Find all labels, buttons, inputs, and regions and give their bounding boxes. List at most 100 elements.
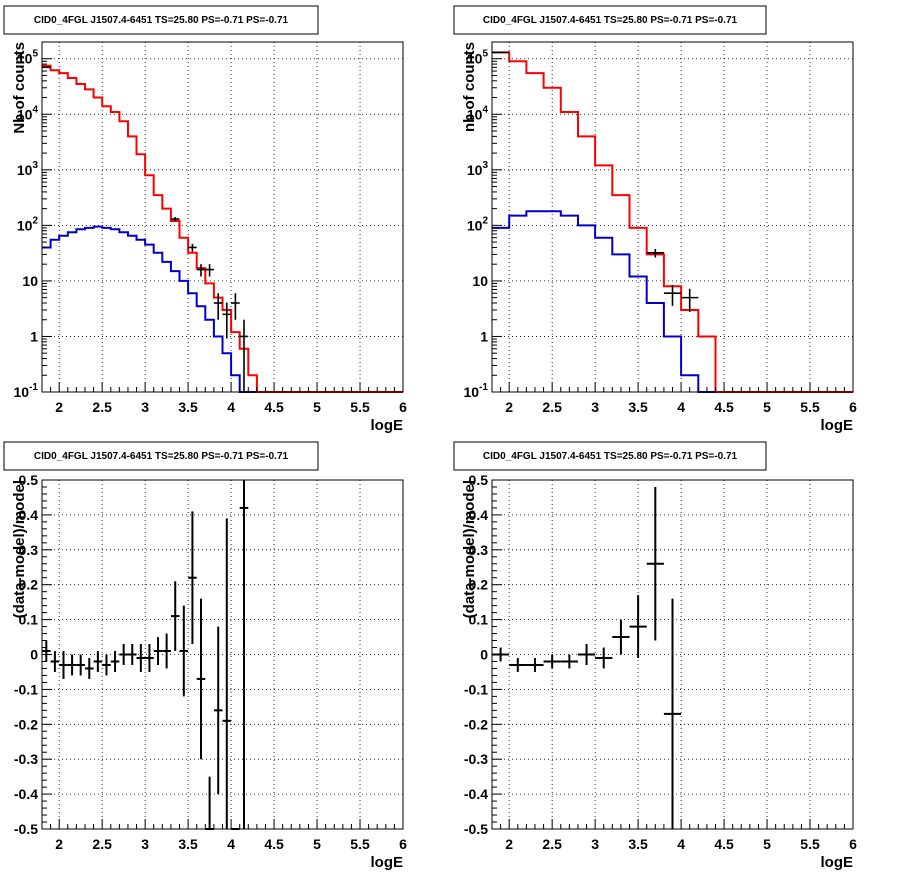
y-tick-label: -0.1 [464,681,488,697]
y-tick-label: -0.2 [464,716,488,732]
x-tick-label: 4.5 [714,836,734,852]
y-tick-mantissa: 1 [30,328,38,344]
x-tick-label: 5.5 [800,399,820,415]
data-point [188,243,197,252]
y-tick-label: 0.5 [469,472,489,488]
y-tick-marks [42,41,52,393]
y-axis-title: (data-model)/model [461,480,478,618]
data-point [170,217,180,222]
y-tick-marks [42,479,52,830]
y-tick-label: 0.1 [469,612,489,628]
title-box [3,5,319,35]
chart-title: CID0_4FGL J1507.4-6451 TS=25.80 PS=-0.71… [483,451,738,462]
x-tick-label: 4.5 [264,836,284,852]
y-tick-mantissa: 10 [467,162,483,178]
chart-panel-3: CID0_4FGL J1507.4-6451 TS=25.80 PS=-0.71… [3,441,407,871]
y-tick-exponent: 2 [32,215,38,226]
y-tick-label: 103 [467,160,489,178]
y-tick-mantissa: 10 [17,106,33,122]
grid [492,42,853,392]
data-point [646,248,664,258]
y-tick-exponent: 4 [482,104,488,115]
residual-point [526,657,544,672]
residual-point [93,651,103,672]
y-tick-label: -0.3 [464,751,488,767]
y-tick-label: 10-1 [14,382,39,400]
y-tick-mantissa: 10 [472,273,488,289]
x-tick-label: 3 [141,836,149,852]
residual-point [153,637,163,665]
x-tick-label: 2 [505,836,513,852]
x-tick-label: 3.5 [178,399,198,415]
data-point [663,284,682,306]
residual-point [196,598,206,760]
residual-point [136,644,146,672]
y-tick-mantissa: 10 [22,273,38,289]
residual-point [84,657,94,679]
y-tick-label: 105 [467,49,489,67]
y-tick-label: 105 [17,49,39,67]
residual-point [239,480,249,829]
x-tick-label: 3 [591,836,599,852]
chart-title: CID0_4FGL J1507.4-6451 TS=25.80 PS=-0.71… [34,451,289,462]
x-tick-label: 3 [591,399,599,415]
x-tick-label: 6 [399,399,407,415]
y-tick-exponent: 5 [482,49,488,60]
data-point [205,264,214,277]
y-tick-label: 0.1 [19,612,39,628]
residual-point [577,644,596,665]
x-tick-label: 4 [227,836,235,852]
y-tick-mantissa: 1 [480,328,488,344]
chart-panel-4: CID0_4FGL J1507.4-6451 TS=25.80 PS=-0.71… [453,441,857,871]
residual-point [213,626,223,795]
y-tick-label: 102 [467,215,489,233]
y-tick-mantissa: 10 [17,217,33,233]
y-tick-label: 0.4 [19,507,39,523]
residual-point [145,644,154,672]
residual-point [179,605,189,697]
y-tick-label: 0.2 [19,577,39,593]
residual-point [595,647,613,669]
x-tick-label: 2 [55,399,63,415]
y-tick-marks [492,479,502,830]
x-tick-label: 2.5 [92,836,112,852]
x-axis-title: logE [821,854,854,871]
x-tick-label: 6 [849,836,857,852]
y-tick-label: 0.4 [469,507,489,523]
x-tick-label: 6 [399,836,407,852]
y-tick-label: 103 [17,160,39,178]
y-tick-label: -0.1 [14,681,38,697]
data-point [681,288,699,312]
grid [42,480,403,829]
residual-point [59,651,68,679]
y-tick-exponent: 2 [482,215,488,226]
x-axis-title: logE [371,854,404,871]
residual-point [110,651,120,672]
y-tick-label: 0.3 [469,542,489,558]
residual-point [663,598,682,829]
title-box [453,441,767,471]
residual-point [222,518,232,829]
y-tick-exponent: 3 [482,160,488,171]
x-tick-label: 4.5 [264,399,284,415]
y-tick-label: 1 [480,328,488,344]
y-tick-label: -0.4 [464,786,488,802]
total-model-line [492,51,853,393]
residual-point [42,640,51,662]
y-tick-label: 10-1 [464,382,489,400]
grid [42,42,403,392]
data-point [222,302,232,339]
residual-point [509,657,527,672]
data-point [196,264,206,277]
residual-point [560,654,578,669]
y-tick-label: -0.5 [464,821,488,837]
x-tick-label: 5.5 [350,399,370,415]
x-tick-label: 5 [313,836,321,852]
residual-point [76,654,85,676]
y-tick-label: 104 [17,104,39,122]
x-tick-label: 4 [677,836,685,852]
residual-point [612,619,630,655]
residual-point [205,776,214,830]
y-tick-label: 104 [467,104,489,122]
title-box [453,5,767,35]
